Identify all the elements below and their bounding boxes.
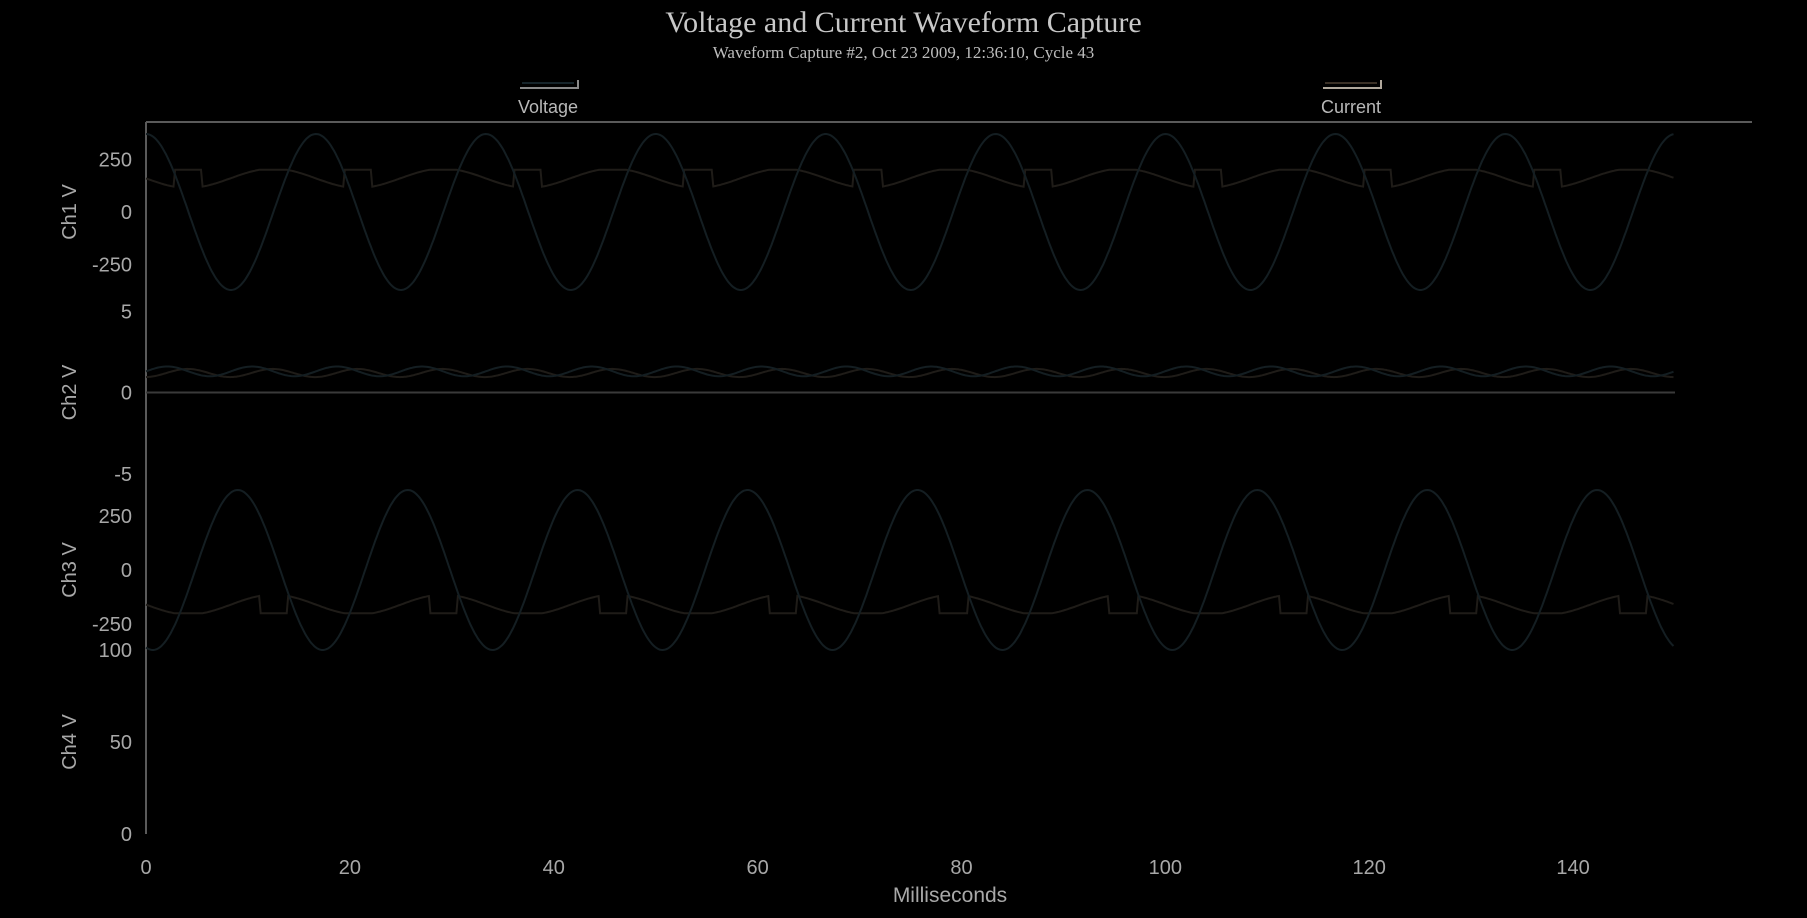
y-tick-label: 250 bbox=[99, 506, 132, 528]
x-tick-label: 140 bbox=[1556, 857, 1589, 879]
y-tick-label: -250 bbox=[92, 614, 132, 636]
y-tick-label: 0 bbox=[121, 560, 132, 582]
x-tick-label: 120 bbox=[1353, 857, 1386, 879]
y-tick-label: 250 bbox=[99, 149, 132, 171]
series-voltage-ch3 bbox=[145, 488, 1675, 652]
x-tick-label: 0 bbox=[140, 857, 151, 879]
x-tick-label: 20 bbox=[339, 857, 361, 879]
y-tick-label: -5 bbox=[114, 464, 132, 486]
legend-label-voltage: Voltage bbox=[518, 97, 578, 117]
y-tick-label: 0 bbox=[121, 824, 132, 846]
legend-swatch-current bbox=[1323, 80, 1382, 89]
series-current-ch3 bbox=[145, 594, 1674, 615]
y-tick-label: 100 bbox=[99, 640, 132, 662]
series-voltage-ch1 bbox=[145, 132, 1674, 292]
y-tick-label: 0 bbox=[121, 383, 132, 405]
y-tick-label: 5 bbox=[121, 301, 132, 323]
y-tick-label: -250 bbox=[92, 255, 132, 277]
y-tick-label: 50 bbox=[110, 732, 132, 754]
x-tick-label: 60 bbox=[746, 857, 768, 879]
panel-ylabel-2: Ch2 V bbox=[59, 364, 81, 420]
x-axis-label: Milliseconds bbox=[893, 884, 1007, 907]
series-current-ch1 bbox=[145, 168, 1674, 188]
chart-subtitle: Waveform Capture #2, Oct 23 2009, 12:36:… bbox=[712, 43, 1095, 62]
panel-ylabel-4: Ch4 V bbox=[59, 714, 81, 770]
series-current-ch2 bbox=[145, 367, 1674, 379]
x-tick-label: 40 bbox=[543, 857, 565, 879]
legend-swatch-voltage bbox=[520, 80, 579, 89]
panel-ylabel-1: Ch1 V bbox=[59, 184, 81, 240]
y-tick-label: 0 bbox=[121, 202, 132, 224]
panel-ylabel-3: Ch3 V bbox=[59, 542, 81, 598]
x-tick-label: 80 bbox=[950, 857, 972, 879]
x-tick-label: 100 bbox=[1149, 857, 1182, 879]
legend-label-current: Current bbox=[1321, 97, 1381, 117]
chart-title: Voltage and Current Waveform Capture bbox=[665, 6, 1142, 39]
series-voltage-ch2 bbox=[145, 365, 1674, 378]
